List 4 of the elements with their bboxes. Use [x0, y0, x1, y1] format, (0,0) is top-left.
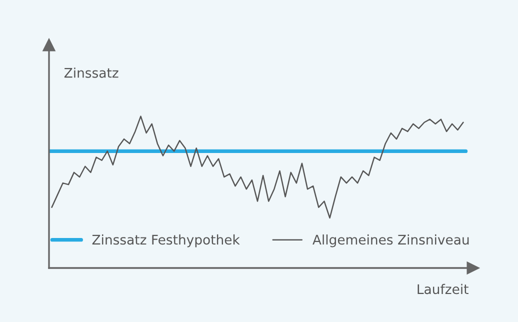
legend-label: Zinssatz Festhypothek [92, 234, 240, 248]
legend-label: Allgemeines Zinsniveau [312, 234, 469, 248]
y-axis-title: Zinssatz [64, 68, 118, 78]
x-axis-title: Laufzeit [418, 284, 468, 294]
